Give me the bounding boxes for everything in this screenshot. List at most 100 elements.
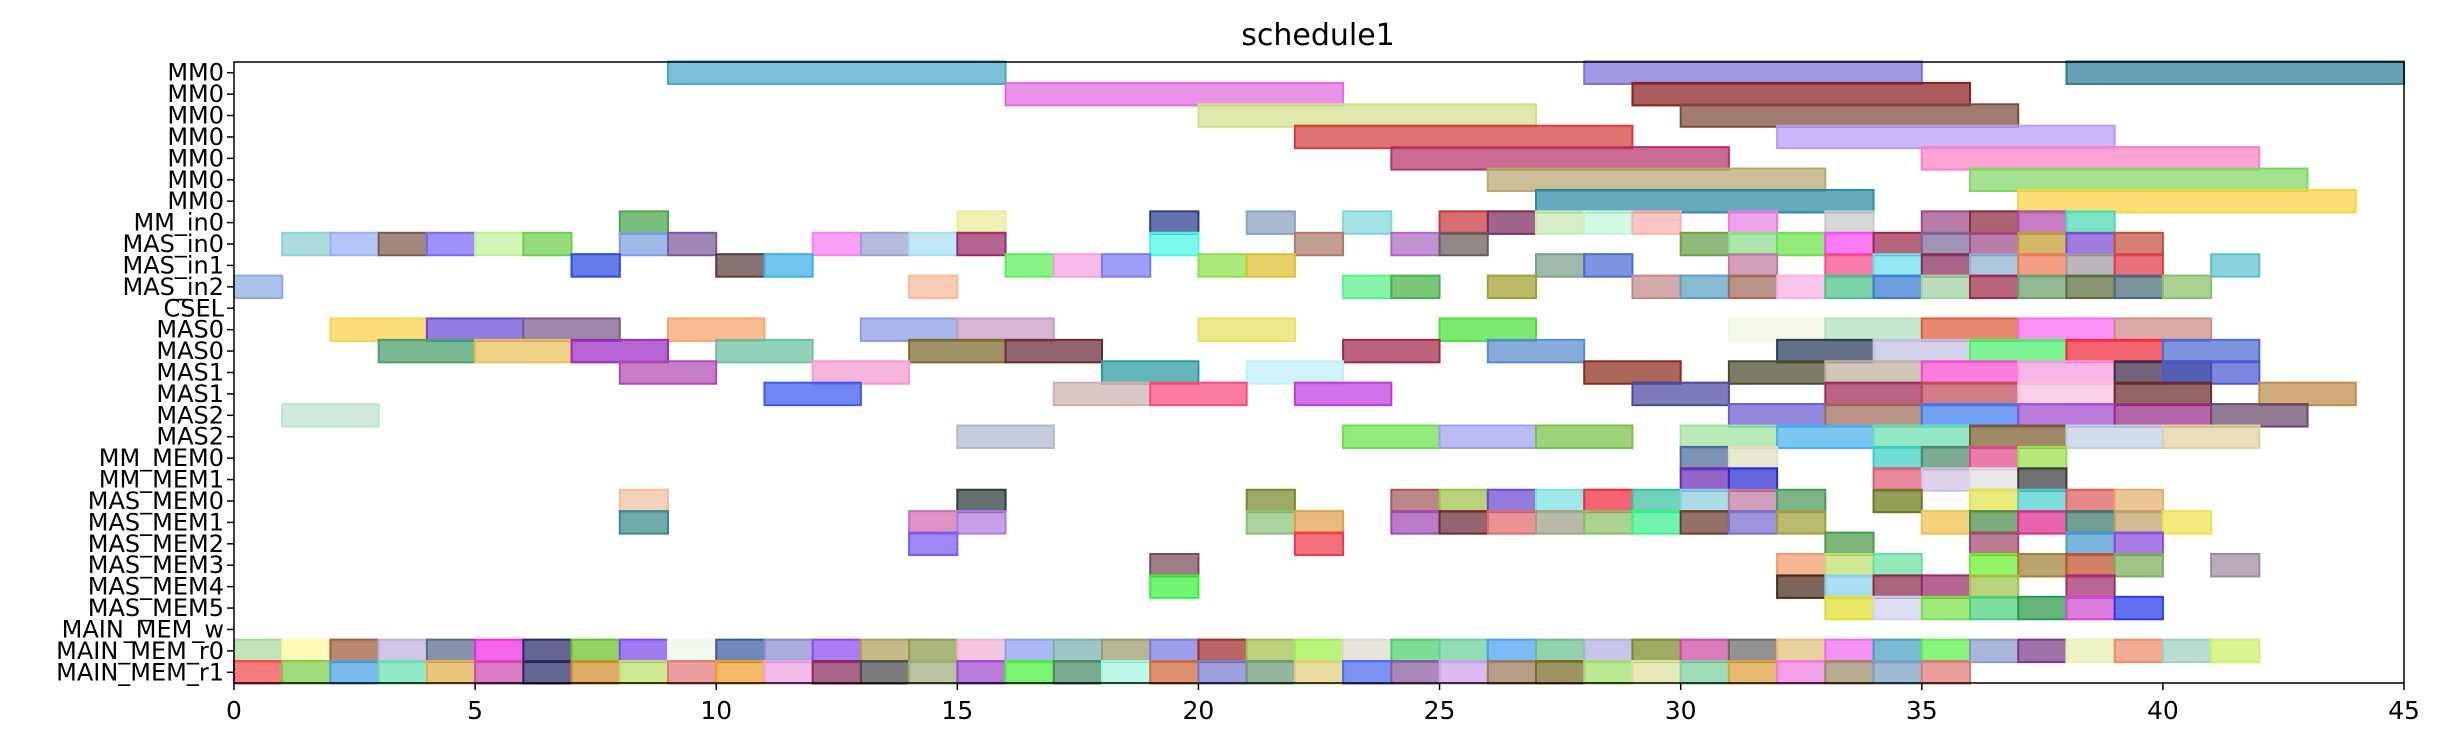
task-bar xyxy=(1438,210,1489,235)
task-bar xyxy=(1004,253,1055,278)
task-bar xyxy=(2161,338,2261,364)
task-bar xyxy=(2065,231,2116,257)
task-bar xyxy=(1920,660,1972,685)
task-bar xyxy=(2210,638,2261,664)
task-bar xyxy=(1583,660,1634,685)
task-bar xyxy=(667,60,1007,85)
task-bar xyxy=(715,638,766,664)
x-tick-label: 30 xyxy=(1665,696,1697,725)
task-bar xyxy=(1390,231,1441,257)
task-bar xyxy=(2113,531,2164,557)
task-bar xyxy=(2065,338,2164,364)
task-bar xyxy=(1824,403,1923,428)
task-bar xyxy=(1679,660,1730,685)
task-bar xyxy=(1486,274,1538,300)
task-bar xyxy=(281,660,332,685)
task-bar xyxy=(859,660,911,685)
task-bar xyxy=(1583,253,1634,278)
task-bar xyxy=(859,317,959,342)
task-bar xyxy=(715,660,766,685)
x-tick-label: 35 xyxy=(1906,696,1938,725)
row-labels: MM0MM0MM0MM0MM0MM0MM0MM_in0MAS_in0MAS_in… xyxy=(56,59,234,686)
task-bar xyxy=(956,638,1007,664)
task-bar xyxy=(1535,253,1586,278)
task-bar xyxy=(1293,638,1345,664)
row-label: MAS_in2 xyxy=(122,273,224,301)
task-bar xyxy=(2017,253,2068,278)
task-bar xyxy=(1293,124,1634,150)
task-bar xyxy=(1631,510,1682,535)
task-bar xyxy=(1872,445,1923,471)
task-bar xyxy=(1245,253,1296,278)
task-bar xyxy=(1872,274,1923,300)
task-bar xyxy=(2065,488,2116,514)
task-bar xyxy=(2017,403,2116,428)
task-bar xyxy=(1824,210,1875,235)
task-bar xyxy=(1197,660,1248,685)
task-bar xyxy=(2065,531,2116,557)
task-bar xyxy=(522,660,573,685)
task-bar xyxy=(2113,381,2213,407)
task-bar xyxy=(1149,574,1200,599)
task-bar xyxy=(1438,488,1489,514)
task-bar xyxy=(1342,424,1441,449)
task-bar xyxy=(763,381,862,407)
task-bar xyxy=(1390,660,1441,685)
x-tick-label: 15 xyxy=(941,696,973,725)
task-bar xyxy=(1824,638,1875,664)
task-bar xyxy=(1969,253,2020,278)
task-bar xyxy=(1920,574,1972,599)
task-bar xyxy=(1004,638,1055,664)
task-bar xyxy=(1920,253,1972,278)
row-label: MM0 xyxy=(167,80,224,108)
task-bar xyxy=(1197,638,1248,664)
task-bar xyxy=(1872,552,1923,578)
row-label: MAS0 xyxy=(156,337,224,365)
task-bar xyxy=(570,638,621,664)
x-tick-label: 25 xyxy=(1424,696,1456,725)
task-bar xyxy=(667,231,718,257)
x-tick-label: 5 xyxy=(467,696,483,725)
task-bar xyxy=(811,360,911,385)
task-bar xyxy=(2017,488,2068,514)
task-bar xyxy=(281,403,380,428)
task-bar xyxy=(859,231,911,257)
task-bar xyxy=(1727,445,1779,471)
task-bar xyxy=(1727,231,1779,257)
task-bar xyxy=(1342,274,1393,300)
task-bar xyxy=(1149,231,1200,257)
task-bar xyxy=(1679,488,1730,514)
task-bar xyxy=(1535,638,1586,664)
task-bar xyxy=(618,210,670,235)
task-bar xyxy=(908,638,959,664)
task-bar xyxy=(2161,510,2213,535)
task-bar xyxy=(1245,510,1296,535)
task-bar xyxy=(2017,188,2357,214)
task-bar xyxy=(425,317,525,342)
task-bar xyxy=(1631,660,1682,685)
task-bar xyxy=(1197,317,1296,342)
task-bar xyxy=(1486,167,1827,193)
task-bar xyxy=(1438,231,1489,257)
row-label: MAS_MEM4 xyxy=(88,573,224,601)
task-bar xyxy=(1920,317,2020,342)
task-bar xyxy=(1583,488,1634,514)
task-bar xyxy=(956,231,1007,257)
task-bar xyxy=(1679,274,1730,300)
task-bar xyxy=(425,660,477,685)
task-bar xyxy=(1920,445,1972,471)
task-bar xyxy=(522,231,573,257)
task-bar xyxy=(2113,595,2164,621)
task-bar xyxy=(1583,638,1634,664)
task-bar xyxy=(1969,552,2020,578)
task-bar xyxy=(763,253,814,278)
task-bar xyxy=(425,638,477,664)
task-bar xyxy=(1390,274,1441,300)
task-bar xyxy=(1969,595,2020,621)
task-bar xyxy=(1727,253,1779,278)
task-bar xyxy=(1824,231,1875,257)
task-bar xyxy=(859,638,911,664)
row-label: MAS2 xyxy=(156,423,224,451)
task-bar xyxy=(2065,552,2116,578)
